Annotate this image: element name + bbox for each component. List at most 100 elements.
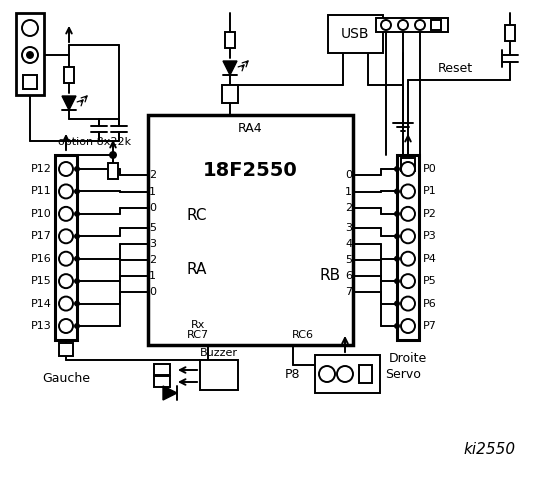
Text: 1: 1: [149, 187, 156, 197]
Text: RC7: RC7: [187, 330, 209, 340]
Bar: [59, 343, 73, 356]
Text: P2: P2: [423, 209, 437, 219]
Text: Servo: Servo: [385, 368, 421, 381]
Bar: [64, 67, 74, 83]
Circle shape: [401, 207, 415, 221]
Text: Droite: Droite: [389, 351, 427, 364]
Bar: [148, 115, 353, 345]
Circle shape: [22, 20, 38, 36]
Circle shape: [59, 274, 73, 288]
Text: 2: 2: [149, 170, 156, 180]
Text: P16: P16: [32, 254, 52, 264]
Circle shape: [59, 319, 73, 333]
Text: 3: 3: [149, 239, 156, 249]
Text: 7: 7: [345, 287, 352, 297]
Circle shape: [395, 324, 399, 328]
Circle shape: [319, 366, 335, 382]
Text: P0: P0: [423, 164, 437, 174]
Text: Gauche: Gauche: [42, 372, 90, 384]
Bar: [154, 364, 170, 375]
Bar: [108, 163, 118, 179]
Text: RA: RA: [186, 263, 206, 277]
Text: P5: P5: [423, 276, 437, 286]
Text: 5: 5: [149, 223, 156, 233]
Bar: [16, 13, 44, 95]
Circle shape: [401, 319, 415, 333]
Text: P9: P9: [200, 373, 216, 386]
Circle shape: [381, 20, 391, 30]
Bar: [401, 158, 415, 171]
Text: 4: 4: [345, 239, 352, 249]
Circle shape: [59, 162, 73, 176]
Text: P15: P15: [32, 276, 52, 286]
Circle shape: [59, 207, 73, 221]
Text: 0: 0: [149, 287, 156, 297]
Bar: [397, 155, 419, 340]
Text: 1: 1: [149, 271, 156, 281]
Circle shape: [75, 190, 79, 193]
Text: RB: RB: [320, 267, 341, 283]
Text: Reset: Reset: [438, 61, 473, 74]
Text: 0: 0: [345, 170, 352, 180]
Text: Rx: Rx: [191, 320, 205, 330]
Circle shape: [395, 212, 399, 216]
Circle shape: [22, 47, 38, 63]
Text: P13: P13: [32, 321, 52, 331]
Circle shape: [75, 257, 79, 261]
Circle shape: [401, 229, 415, 243]
Text: P10: P10: [32, 209, 52, 219]
Text: RC: RC: [186, 207, 206, 223]
Text: P4: P4: [423, 254, 437, 264]
Bar: [315, 355, 380, 393]
Text: RA4: RA4: [238, 122, 263, 135]
Circle shape: [75, 212, 79, 216]
Text: 2: 2: [149, 255, 156, 265]
Circle shape: [401, 162, 415, 176]
Bar: [431, 20, 441, 30]
Bar: [222, 85, 238, 103]
Text: P12: P12: [31, 164, 52, 174]
Circle shape: [401, 274, 415, 288]
Circle shape: [75, 301, 79, 306]
Text: ki2550: ki2550: [464, 443, 516, 457]
Circle shape: [395, 279, 399, 283]
Text: USB: USB: [341, 27, 370, 41]
Polygon shape: [163, 386, 177, 400]
Bar: [328, 15, 383, 53]
Text: 5: 5: [345, 255, 352, 265]
Circle shape: [75, 167, 79, 171]
Circle shape: [337, 366, 353, 382]
Text: P3: P3: [423, 231, 437, 241]
Circle shape: [59, 184, 73, 198]
Polygon shape: [62, 96, 76, 110]
Circle shape: [75, 324, 79, 328]
Circle shape: [395, 167, 399, 171]
Bar: [23, 75, 37, 89]
Bar: [376, 18, 448, 32]
Circle shape: [75, 279, 79, 283]
Text: P17: P17: [31, 231, 52, 241]
Bar: [225, 32, 235, 48]
Text: 18F2550: 18F2550: [203, 160, 298, 180]
Text: 2: 2: [345, 203, 352, 213]
Circle shape: [59, 229, 73, 243]
Circle shape: [75, 234, 79, 238]
Circle shape: [110, 152, 116, 158]
Circle shape: [395, 301, 399, 306]
Text: P11: P11: [32, 186, 52, 196]
Circle shape: [59, 252, 73, 266]
Bar: [55, 155, 77, 340]
Text: P1: P1: [423, 186, 437, 196]
Circle shape: [401, 252, 415, 266]
Circle shape: [401, 184, 415, 198]
Circle shape: [398, 20, 408, 30]
Circle shape: [415, 20, 425, 30]
Bar: [505, 25, 515, 41]
Circle shape: [395, 190, 399, 193]
Bar: [200, 360, 238, 390]
Text: 6: 6: [345, 271, 352, 281]
Text: RC6: RC6: [292, 330, 314, 340]
Polygon shape: [223, 61, 237, 75]
Circle shape: [27, 52, 33, 58]
Text: 3: 3: [345, 223, 352, 233]
